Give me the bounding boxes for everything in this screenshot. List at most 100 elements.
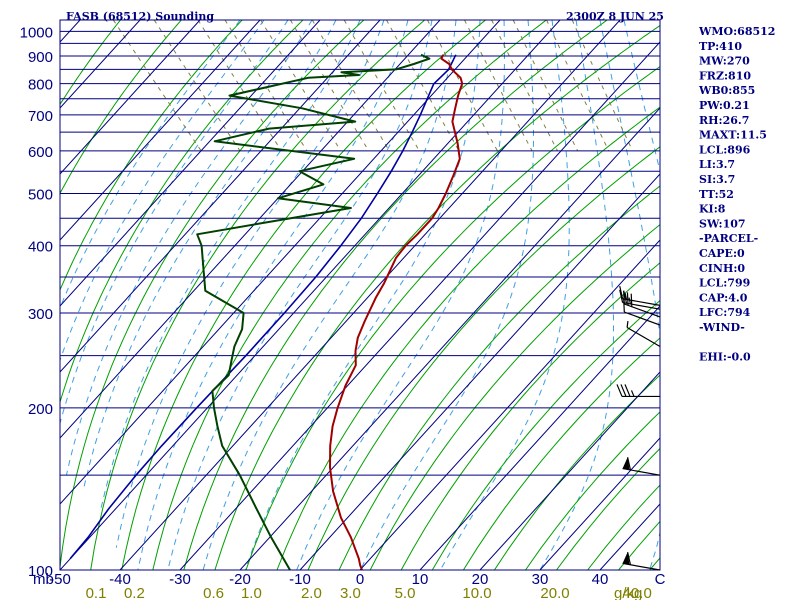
temperature-tick-label: 20 xyxy=(472,571,489,588)
pressure-tick-label: 800 xyxy=(28,77,53,94)
y-axis-unit: mb xyxy=(33,571,54,588)
wind-barb-half-flag xyxy=(626,320,629,328)
dry-adiabat xyxy=(60,20,121,106)
temperature-tick-label: -10 xyxy=(289,571,311,588)
wind-barb-staff xyxy=(622,301,661,310)
dry-adiabat xyxy=(369,223,660,570)
pressure-tick-label: 500 xyxy=(28,187,53,204)
pressure-tick-label: 600 xyxy=(28,144,53,161)
sounding-profiles xyxy=(69,53,464,570)
temperature-tick-label: C xyxy=(655,571,666,588)
index-line: RH:26.7 xyxy=(699,114,749,127)
index-line: -WIND- xyxy=(699,321,745,334)
moist-adiabat xyxy=(167,20,433,570)
temperature-tick-label: 40 xyxy=(592,571,609,588)
moist-adiabat xyxy=(244,20,481,570)
pressure-tick-label: 100 xyxy=(28,563,53,580)
isotherms xyxy=(60,20,660,570)
index-line: LCL:799 xyxy=(699,277,750,290)
wind-barb xyxy=(622,551,661,571)
isotherm-line xyxy=(359,239,660,570)
pressure-tick-label: 400 xyxy=(28,239,53,256)
temperature-tick-label: 10 xyxy=(412,571,429,588)
dry-adiabat xyxy=(400,262,660,570)
pressure-tick-label: 700 xyxy=(28,108,53,125)
index-line: WB0:855 xyxy=(698,84,755,97)
isobars xyxy=(60,30,660,570)
mixing-ratio-line xyxy=(427,20,498,152)
isotherm-line xyxy=(119,20,621,570)
dry-adiabats xyxy=(60,20,660,570)
isotherm-line xyxy=(419,305,660,570)
index-line: KI:8 xyxy=(699,203,726,216)
isotherm-line xyxy=(539,437,660,570)
dry-adiabat xyxy=(90,20,426,570)
wind-barb-staff xyxy=(624,311,661,326)
wind-barb-flag xyxy=(627,551,632,565)
temperature-profile xyxy=(329,54,464,570)
pressure-tick-label: 300 xyxy=(28,306,53,323)
isotherm-line xyxy=(60,20,441,439)
dry-adiabat xyxy=(245,66,660,570)
isotherm-line xyxy=(479,371,660,570)
index-line: CINH:0 xyxy=(699,262,745,275)
wind-barb-flag xyxy=(619,285,624,299)
index-line: SW:107 xyxy=(699,217,746,230)
mixing-ratio-tick-labels: 0.1 0.2 0.6 1.0 2.0 3.0 5.0 10.0 20.0 40.0 xyxy=(86,585,652,600)
mixing-ratio-tick-label: 1.0 xyxy=(241,585,262,600)
wind-barb-staff xyxy=(626,326,661,348)
index-line: -PARCEL- xyxy=(699,232,758,245)
wind-barb xyxy=(619,289,661,310)
parcel-path xyxy=(69,54,457,560)
dry-adiabat xyxy=(338,185,660,570)
moist-adiabat xyxy=(202,20,457,570)
dry-adiabat xyxy=(214,24,660,570)
mixing-ratio-tick-label: 0.1 xyxy=(86,585,107,600)
wind-barb xyxy=(626,320,661,348)
wind-barb-staff xyxy=(622,298,661,306)
wind-barb-flag xyxy=(616,384,623,397)
index-line: LI:3.7 xyxy=(699,158,735,171)
moist-adiabat xyxy=(100,20,361,509)
mixing-ratio-unit: g/kg xyxy=(614,585,642,600)
wind-barb-flag xyxy=(620,384,627,397)
wind-barb xyxy=(619,285,661,306)
mixing-ratio-tick-label: 40.0 xyxy=(623,585,652,600)
wind-barb-staff xyxy=(622,562,661,571)
moist-adiabats xyxy=(60,20,660,570)
wind-barb-half-flag xyxy=(628,297,632,305)
wind-barb xyxy=(622,457,661,476)
isotherm-line xyxy=(60,20,381,373)
dry-adiabat xyxy=(60,20,182,195)
dewpoint-profile xyxy=(196,53,431,570)
pressure-tick-label: 200 xyxy=(28,401,53,418)
valid-time: 2300Z 8 JUN 25 xyxy=(566,10,664,23)
wind-barbs xyxy=(616,285,661,571)
dry-adiabat xyxy=(60,20,365,570)
dry-adiabat xyxy=(121,20,486,570)
wind-barb-flag xyxy=(624,384,631,397)
mixing-ratio-tick-label: 20.0 xyxy=(540,585,569,600)
index-line: FRZ:810 xyxy=(699,69,751,82)
mixing-ratio-line xyxy=(343,20,420,152)
isotherm-line xyxy=(60,20,201,175)
dry-adiabat xyxy=(307,146,660,570)
wind-barb xyxy=(616,384,660,398)
moist-adiabat xyxy=(539,20,614,570)
temperature-tick-label: -30 xyxy=(169,571,191,588)
mixing-ratio-line xyxy=(224,20,308,152)
mixing-ratio-tick-label: 3.0 xyxy=(340,585,361,600)
index-line: TP:410 xyxy=(699,40,742,53)
isotherm-line xyxy=(60,20,321,307)
mixing-ratio-line xyxy=(197,20,282,152)
pressure-tick-label: 900 xyxy=(28,49,53,66)
wind-barb-flag xyxy=(623,290,628,304)
index-line: WMO:68512 xyxy=(698,25,775,38)
index-line: EHI:-0.0 xyxy=(699,351,751,364)
wind-barb-half-flag xyxy=(624,292,628,300)
moist-adiabat xyxy=(599,20,660,570)
moist-adiabat xyxy=(359,20,534,570)
moist-adiabat xyxy=(623,20,660,173)
index-line: MAXT:11.5 xyxy=(699,129,767,142)
